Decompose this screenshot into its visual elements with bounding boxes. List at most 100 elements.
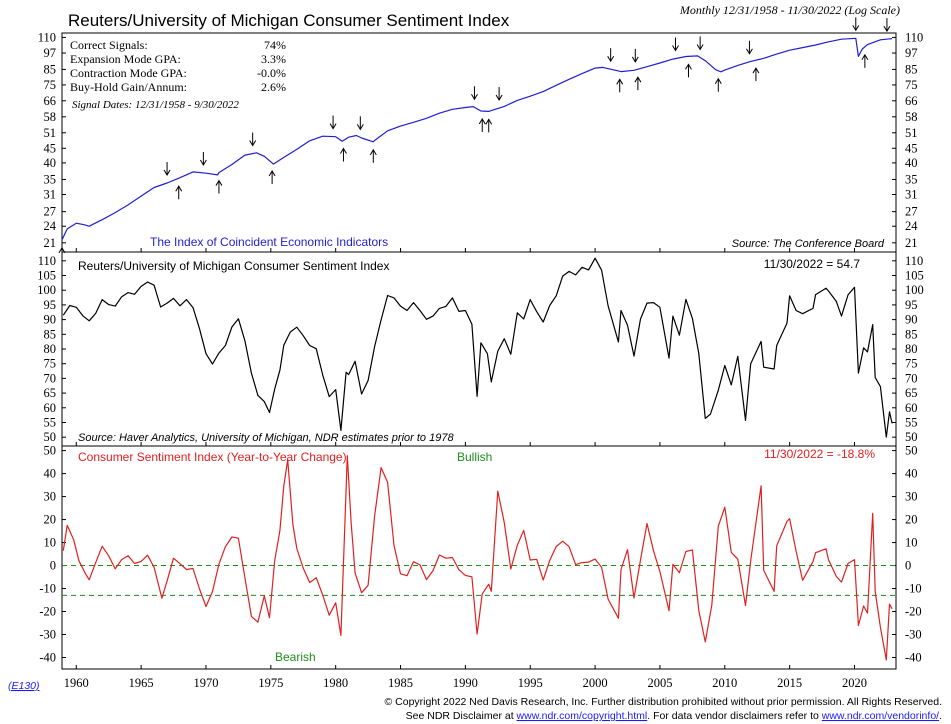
y-tick-label-left: 45 — [44, 141, 57, 155]
y-tick-label-right: 27 — [905, 205, 918, 219]
sentiment-source: Source: Haver Analytics, University of M… — [78, 432, 454, 444]
y-tick-label-right: 55 — [905, 415, 918, 429]
sell-signal-arrow — [607, 48, 615, 63]
y-tick-label-left: -40 — [39, 651, 56, 665]
x-tick-label: 1960 — [64, 676, 89, 690]
buy-signal-arrow — [714, 77, 722, 92]
y-tick-label-right: 97 — [905, 46, 918, 60]
panel-yoy-frame — [61, 445, 897, 670]
chart-code-link[interactable]: (E130) — [8, 680, 40, 692]
sell-signal-arrow — [631, 48, 639, 63]
y-tick-label-right: 110 — [905, 30, 923, 44]
x-tick-label: 2020 — [842, 676, 867, 690]
y-tick-label-left: 40 — [44, 467, 57, 481]
y-tick-label-left: 75 — [44, 78, 57, 92]
buy-signal-arrow — [634, 76, 642, 91]
stat-label-contraction: Contraction Mode GPA: — [70, 66, 187, 80]
y-tick-label-left: 50 — [44, 430, 57, 444]
y-tick-label-right: 35 — [905, 172, 918, 186]
buy-signal-arrow — [58, 246, 66, 261]
buy-signal-arrow — [752, 67, 760, 82]
y-tick-label-right: 24 — [905, 219, 918, 233]
sell-signal-arrow — [495, 87, 503, 101]
vendorinfo-link[interactable]: www.ndr.com/vendorinfo/ — [821, 710, 939, 722]
y-tick-label-left: 51 — [44, 126, 57, 140]
coincident-indicator-line — [61, 37, 893, 241]
sell-signal-arrow — [356, 116, 364, 131]
y-tick-label-right: -20 — [905, 605, 922, 619]
buy-signal-arrow — [340, 147, 347, 162]
y-tick-label-right: 70 — [905, 371, 918, 385]
y-tick-label-left: 30 — [44, 490, 57, 504]
sentiment-latest: 11/30/2022 = 54.7 — [764, 257, 861, 271]
y-tick-label-left: 85 — [44, 62, 57, 76]
y-tick-label-left: 65 — [44, 386, 57, 400]
y-tick-label-right: 31 — [905, 188, 918, 202]
buy-signal-arrow — [268, 170, 276, 184]
stat-label-expansion: Expansion Mode GPA: — [70, 52, 181, 66]
y-tick-label-left: 90 — [44, 313, 57, 327]
y-tick-label-right: 100 — [905, 283, 924, 297]
yoy-series-label: Consumer Sentiment Index (Year-to-Year C… — [78, 450, 347, 464]
y-tick-label-right: 51 — [905, 126, 918, 140]
bearish-label: Bearish — [275, 650, 316, 664]
stat-value-expansion: 3.3% — [261, 52, 286, 66]
y-tick-label-right: 20 — [905, 513, 918, 527]
y-tick-label-left: 110 — [38, 30, 56, 44]
stat-value-contraction: -0.0% — [257, 66, 286, 80]
copyright-text: © Copyright 2022 Ned Davis Research, Inc… — [385, 696, 943, 708]
buy-signal-arrow — [861, 53, 869, 68]
coincident-series-label: The Index of Coincident Economic Indicat… — [150, 235, 388, 249]
y-tick-label-left: 60 — [44, 401, 57, 415]
sell-signal-arrow — [852, 17, 860, 32]
sell-signal-arrow — [199, 151, 207, 166]
x-tick-label: 1985 — [388, 676, 413, 690]
y-tick-label-left: 35 — [44, 172, 57, 186]
copyright-link[interactable]: www.ndr.com/copyright.html — [516, 710, 648, 722]
y-tick-label-left: 10 — [44, 536, 57, 550]
y-tick-label-right: 95 — [905, 298, 918, 312]
y-tick-label-right: 40 — [905, 156, 918, 170]
y-tick-label-right: 80 — [905, 342, 918, 356]
panel-sentiment-frame — [61, 251, 897, 447]
sell-signal-arrow — [883, 18, 891, 33]
chart-title: Reuters/University of Michigan Consumer … — [68, 11, 510, 30]
x-tick-label: 1975 — [258, 676, 283, 690]
y-tick-label-left: 55 — [44, 415, 57, 429]
x-tick-label: 1995 — [518, 676, 543, 690]
y-tick-label-right: 110 — [905, 254, 923, 268]
y-tick-label-right: -30 — [905, 628, 922, 642]
sentiment-series-label: Reuters/University of Michigan Consumer … — [78, 259, 389, 273]
sell-signal-arrow — [471, 86, 478, 101]
y-tick-label-left: 50 — [44, 444, 57, 458]
y-tick-label-right: 105 — [905, 269, 924, 283]
sell-signal-arrow — [746, 40, 753, 55]
x-tick-label: 1990 — [453, 676, 478, 690]
y-tick-label-left: 97 — [44, 46, 57, 60]
y-tick-label-right: 50 — [905, 430, 918, 444]
y-tick-label-left: 27 — [44, 205, 57, 219]
y-tick-label-left: 95 — [44, 298, 57, 312]
y-tick-label-right: 40 — [905, 467, 918, 481]
chart-subtitle: Monthly 12/31/1958 - 11/30/2022 (Log Sca… — [679, 3, 900, 17]
stat-value-correct: 74% — [264, 38, 286, 52]
x-tick-label: 2000 — [583, 676, 608, 690]
y-tick-label-right: 75 — [905, 78, 918, 92]
x-tick-label: 1970 — [193, 676, 218, 690]
y-tick-label-left: 100 — [37, 283, 56, 297]
y-tick-label-left: 0 — [50, 559, 56, 573]
y-tick-label-right: 85 — [905, 62, 918, 76]
buy-signal-arrow — [485, 118, 493, 133]
bullish-label: Bullish — [457, 450, 492, 464]
stat-label-buyhold: Buy-Hold Gain/Annum: — [70, 80, 187, 94]
sentiment-index-line — [62, 257, 893, 438]
coincident-source: Source: The Conference Board — [732, 238, 885, 250]
x-tick-label: 2010 — [712, 676, 737, 690]
y-tick-label-left: 58 — [44, 110, 57, 124]
buy-signal-arrow — [369, 148, 377, 163]
y-tick-label-right: 85 — [905, 327, 918, 341]
y-tick-label-right: 30 — [905, 490, 918, 504]
y-tick-label-left: 85 — [44, 327, 57, 341]
y-tick-label-left: 105 — [37, 269, 56, 283]
yoy-latest: 11/30/2022 = -18.8% — [764, 447, 875, 461]
